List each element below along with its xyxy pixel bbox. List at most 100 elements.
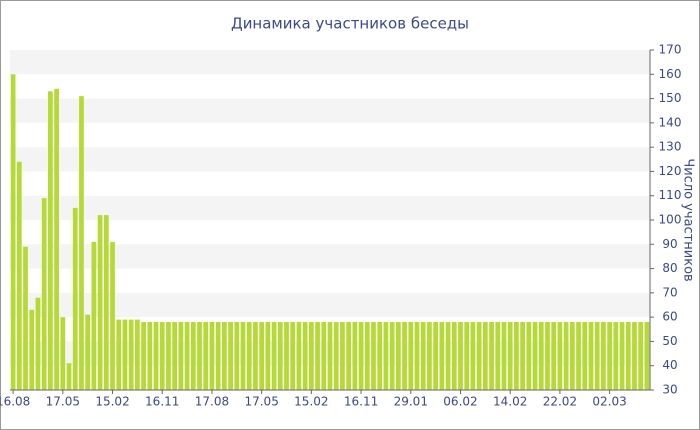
bar — [302, 322, 308, 390]
x-tick-label: 16.11 — [344, 395, 378, 409]
bar — [582, 322, 588, 390]
x-tick-label: 14.02 — [493, 395, 527, 409]
bar — [601, 322, 606, 390]
bar — [234, 322, 240, 390]
bar — [371, 322, 376, 390]
bar — [545, 322, 550, 390]
bar — [327, 322, 333, 390]
bar — [395, 322, 401, 390]
y-tick-label: 170 — [659, 43, 682, 57]
bar — [377, 322, 383, 390]
grid-band — [10, 292, 650, 318]
grid-band — [10, 244, 650, 269]
chart-title: Динамика участников беседы — [231, 15, 469, 33]
bar — [215, 322, 221, 390]
bar — [482, 322, 488, 390]
bar — [458, 322, 463, 390]
bar — [569, 322, 575, 390]
bar — [290, 322, 296, 390]
x-tick-label: 15.02 — [294, 395, 328, 409]
bar — [116, 319, 122, 390]
bar — [122, 319, 128, 390]
bar — [507, 322, 513, 390]
bar — [638, 322, 644, 390]
bar — [271, 322, 277, 390]
bar — [103, 215, 109, 390]
bar — [41, 198, 47, 390]
bar — [594, 322, 600, 390]
bar — [364, 322, 370, 390]
bar — [526, 322, 532, 390]
bar — [607, 322, 612, 390]
bar — [346, 322, 352, 390]
x-tick-label: 17.05 — [244, 395, 278, 409]
bar — [259, 322, 265, 390]
bar — [433, 322, 438, 390]
bar — [576, 322, 581, 390]
x-tick-label: 16.11 — [145, 395, 179, 409]
bar — [464, 322, 470, 390]
bar — [203, 322, 209, 390]
bar — [85, 314, 91, 390]
bar — [277, 322, 283, 390]
bar — [551, 322, 557, 390]
bar — [514, 322, 519, 390]
bar — [246, 322, 252, 390]
bar — [184, 322, 190, 390]
grid-band — [10, 50, 650, 75]
bar — [321, 322, 327, 390]
bar — [470, 322, 476, 390]
y-tick-label: 50 — [662, 334, 677, 348]
bar — [495, 322, 501, 390]
y-tick-label: 70 — [662, 285, 677, 299]
bar — [451, 322, 457, 390]
bar — [172, 322, 178, 390]
bar — [644, 322, 650, 390]
bar — [91, 241, 97, 390]
bar — [402, 322, 407, 390]
bar — [60, 317, 66, 390]
bar — [563, 322, 569, 390]
bar — [159, 322, 165, 390]
y-tick-label: 60 — [662, 310, 677, 324]
bar — [489, 322, 494, 390]
bar — [228, 322, 233, 390]
bar — [340, 322, 345, 390]
y-tick-label: 30 — [662, 383, 677, 397]
bar — [197, 322, 202, 390]
bar — [520, 322, 525, 390]
bar — [408, 322, 414, 390]
y-tick-label: 140 — [659, 115, 682, 129]
bar — [178, 322, 184, 390]
bar — [16, 161, 22, 390]
bar — [23, 246, 28, 390]
bar — [97, 215, 103, 390]
x-tick-label: 06.02 — [443, 395, 477, 409]
bar — [389, 322, 395, 390]
bar — [383, 322, 389, 390]
bar — [632, 322, 637, 390]
bar — [253, 322, 258, 390]
bar — [10, 74, 16, 391]
bar — [613, 322, 619, 390]
y-axis-label: Число участников — [681, 158, 696, 281]
bar — [315, 322, 320, 390]
bar — [308, 322, 314, 390]
x-tick-label: 15.02 — [95, 395, 129, 409]
x-tick-label: 17.08 — [195, 395, 229, 409]
y-tick-label: 160 — [659, 67, 682, 81]
bar — [284, 322, 289, 390]
bar — [265, 322, 271, 390]
y-tick-label: 100 — [659, 213, 682, 227]
bar — [35, 297, 41, 390]
bar — [619, 322, 625, 390]
y-tick-label: 90 — [662, 237, 677, 251]
y-tick-label: 80 — [662, 261, 677, 275]
bar — [588, 322, 594, 390]
bar — [48, 91, 53, 391]
bar — [625, 322, 631, 390]
grid-band — [10, 98, 650, 123]
bar — [66, 363, 72, 390]
grid-band — [10, 195, 650, 220]
